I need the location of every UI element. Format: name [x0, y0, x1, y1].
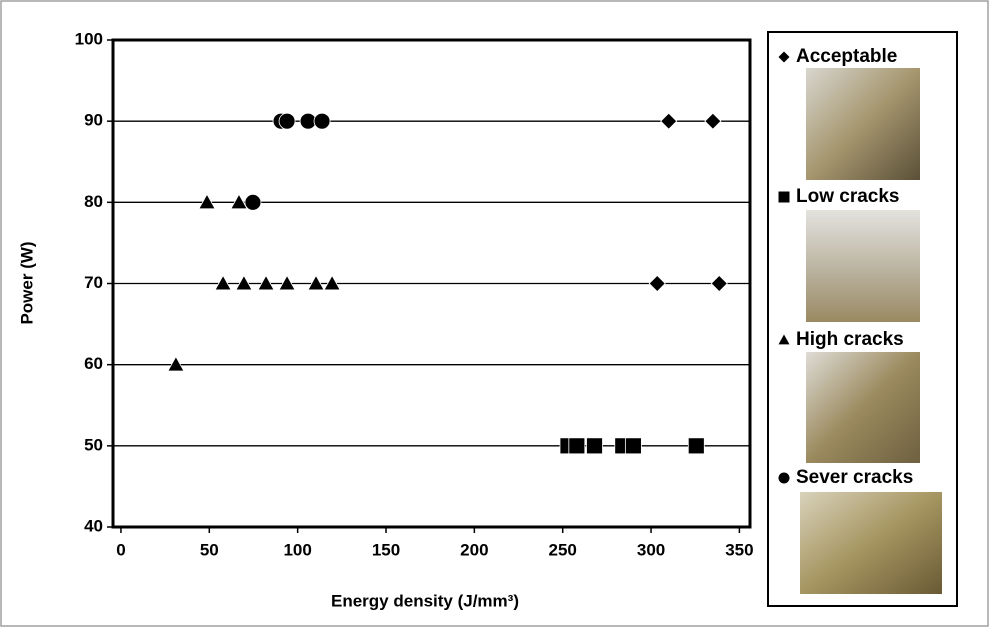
square-marker: [687, 437, 705, 455]
diamond-marker: [660, 112, 678, 130]
diamond-marker: [778, 51, 790, 63]
square-marker: [624, 437, 642, 455]
legend-label: Low cracks: [796, 186, 900, 207]
triangle-marker: [778, 334, 790, 345]
circle-marker: [778, 472, 790, 484]
triangle-marker: [198, 193, 216, 210]
x-tick-label: 250: [549, 540, 577, 559]
diamond-marker: [704, 112, 722, 130]
x-tick-label: 100: [283, 540, 311, 559]
legend-label: Acceptable: [796, 46, 897, 67]
square-marker: [568, 437, 586, 455]
x-tick-label: 350: [725, 540, 753, 559]
triangle-marker: [167, 355, 185, 372]
circle-marker: [244, 193, 262, 211]
triangle-marker: [278, 274, 296, 291]
y-tick-label: 50: [84, 435, 103, 454]
y-tick-label: 60: [84, 354, 103, 373]
diamond-marker: [710, 274, 728, 293]
circle-marker: [278, 112, 296, 130]
triangle-marker: [307, 274, 325, 291]
triangle-marker: [323, 274, 341, 291]
y-tick-label: 100: [75, 29, 103, 48]
square-marker: [778, 191, 790, 203]
y-tick-label: 70: [84, 273, 103, 292]
x-axis-title: Energy density (J/mm³): [331, 591, 519, 610]
legend-label: High cracks: [796, 329, 904, 350]
sample-photo: [806, 210, 920, 322]
triangle-marker: [230, 193, 248, 210]
triangle-marker: [214, 274, 232, 291]
diamond-marker: [648, 274, 666, 293]
plot-border: [111, 38, 752, 529]
y-tick-label: 80: [84, 192, 103, 211]
sample-photo: [806, 352, 920, 463]
y-tick-label: 90: [84, 111, 103, 130]
sample-photo: [800, 492, 942, 594]
y-tick-label: 40: [84, 516, 103, 535]
x-tick-label: 150: [372, 540, 400, 559]
x-tick-label: 0: [116, 540, 125, 559]
triangle-marker: [235, 274, 253, 291]
triangle-marker: [257, 274, 275, 291]
y-axis-title: Power (W): [17, 241, 36, 324]
legend-label: Sever cracks: [796, 467, 913, 488]
x-tick-label: 300: [637, 540, 665, 559]
square-marker: [586, 437, 603, 455]
x-tick-label: 50: [200, 540, 219, 559]
sample-photo: [806, 68, 920, 180]
circle-marker: [313, 112, 331, 130]
x-tick-label: 200: [460, 540, 488, 559]
